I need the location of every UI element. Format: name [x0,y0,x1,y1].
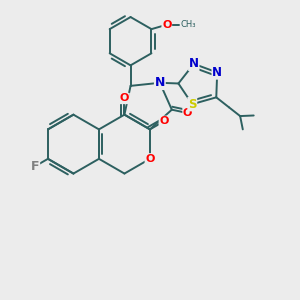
Text: N: N [155,76,165,89]
Text: CH₃: CH₃ [181,20,196,29]
Text: O: O [162,20,172,30]
Text: F: F [31,160,39,173]
Text: O: O [145,154,154,164]
Text: O: O [120,94,129,103]
Text: O: O [159,116,169,126]
Text: N: N [189,57,199,70]
Text: S: S [188,98,196,111]
Text: O: O [183,108,192,118]
Text: N: N [212,66,222,79]
